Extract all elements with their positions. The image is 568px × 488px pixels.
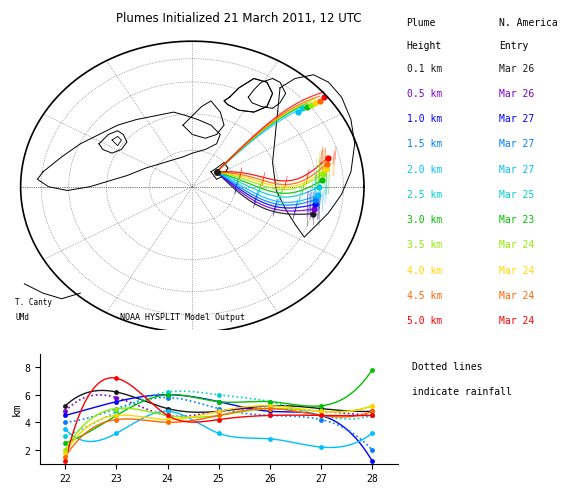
Text: 2.5 km: 2.5 km [407, 189, 442, 200]
Text: Mar 25: Mar 25 [499, 189, 534, 200]
Text: 4.5 km: 4.5 km [407, 290, 442, 300]
Text: 3.5 km: 3.5 km [407, 240, 442, 250]
Text: Mar 27: Mar 27 [499, 139, 534, 149]
Text: 1.0 km: 1.0 km [407, 114, 442, 124]
Text: 4.0 km: 4.0 km [407, 265, 442, 275]
Text: 0.1 km: 0.1 km [407, 64, 442, 74]
Text: Entry: Entry [499, 41, 528, 51]
Text: Mar 24: Mar 24 [499, 315, 534, 325]
Text: Mar 26: Mar 26 [499, 64, 534, 74]
Polygon shape [20, 42, 364, 333]
Text: Plume: Plume [407, 18, 436, 28]
Text: 5.0 km: 5.0 km [407, 315, 442, 325]
Text: Height: Height [407, 41, 442, 51]
Text: Mar 24: Mar 24 [499, 290, 534, 300]
Text: UMd: UMd [15, 312, 29, 322]
Text: Mar 24: Mar 24 [499, 265, 534, 275]
Text: Mar 26: Mar 26 [499, 89, 534, 99]
Text: 3.0 km: 3.0 km [407, 215, 442, 224]
Text: Dotted lines: Dotted lines [411, 362, 482, 371]
Text: Mar 27: Mar 27 [499, 164, 534, 174]
Y-axis label: km: km [11, 402, 22, 415]
Text: N. America: N. America [499, 18, 558, 28]
Polygon shape [224, 80, 273, 113]
Text: indicate rainfall: indicate rainfall [411, 386, 511, 396]
Text: Plumes Initialized 21 March 2011, 12 UTC: Plumes Initialized 21 March 2011, 12 UTC [116, 12, 361, 25]
Text: Mar 27: Mar 27 [499, 114, 534, 124]
Text: 0.5 km: 0.5 km [407, 89, 442, 99]
Text: NOAA HYSPLIT Model Output: NOAA HYSPLIT Model Output [120, 312, 245, 322]
Text: Mar 24: Mar 24 [499, 240, 534, 250]
Text: 2.0 km: 2.0 km [407, 164, 442, 174]
Text: Mar 23: Mar 23 [499, 215, 534, 224]
Text: 1.5 km: 1.5 km [407, 139, 442, 149]
Text: T. Canty: T. Canty [15, 298, 52, 306]
